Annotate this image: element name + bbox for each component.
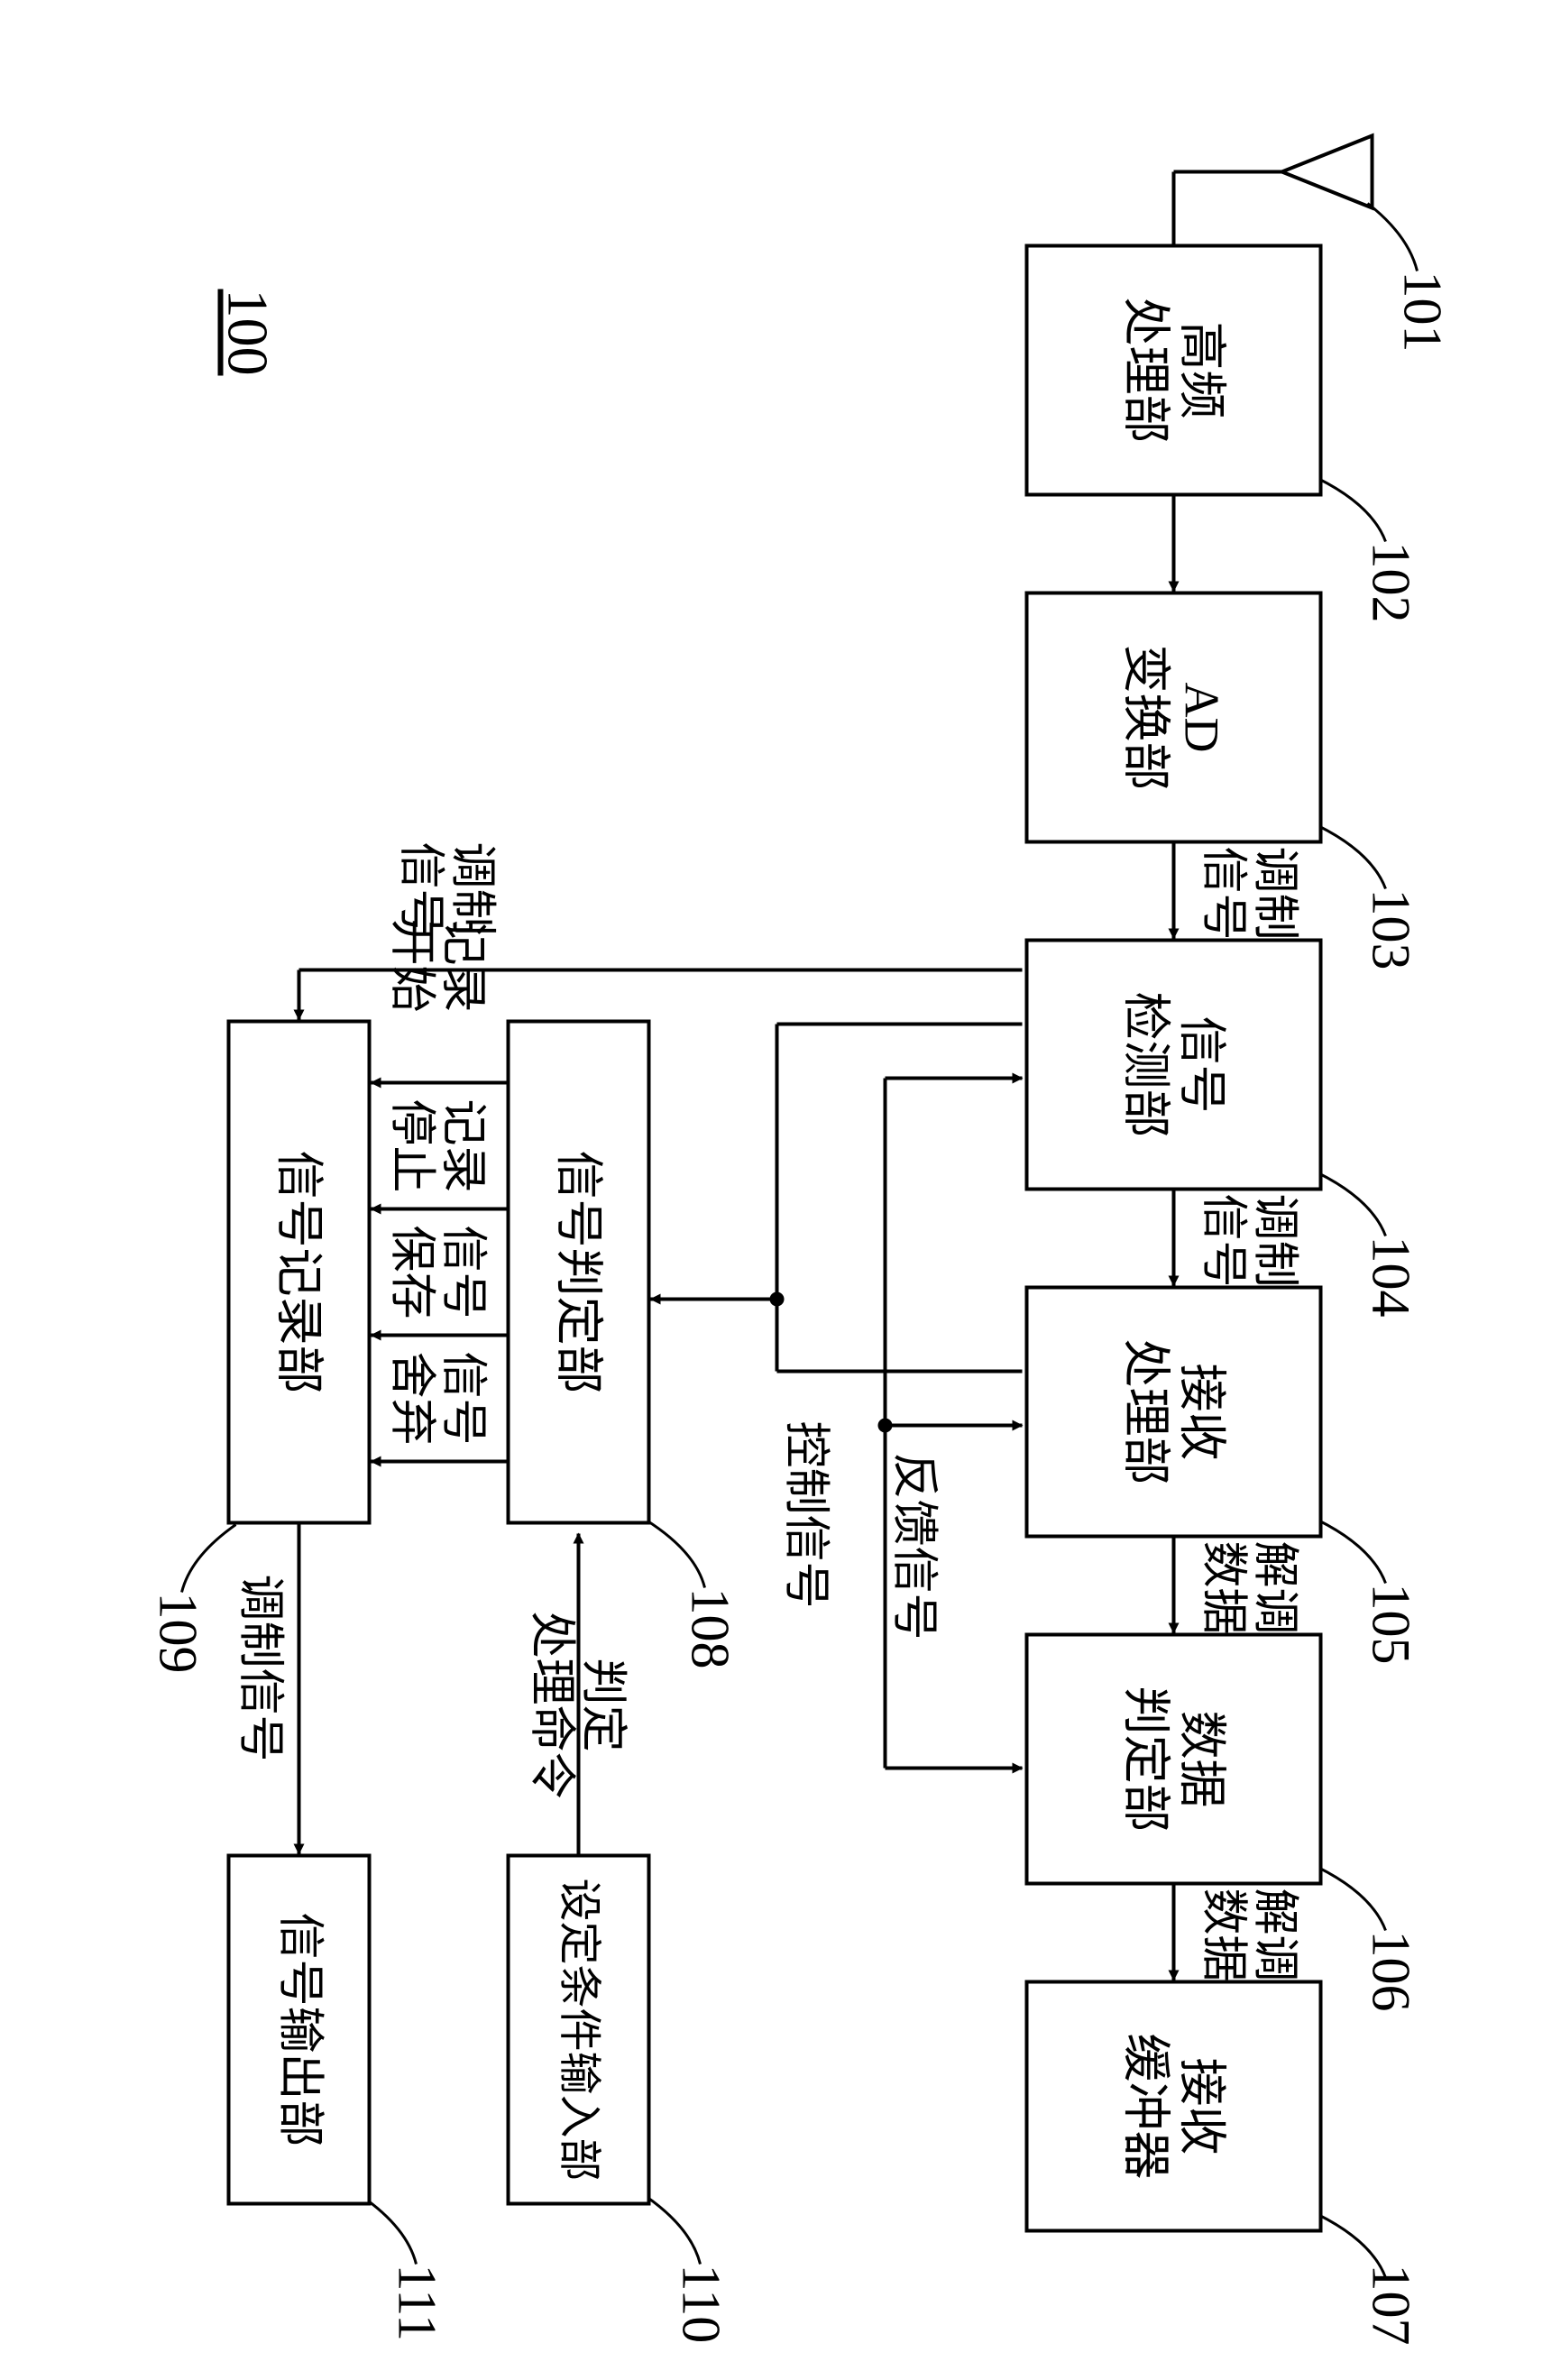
ref-104: 104	[1359, 1236, 1421, 1317]
block-105-label: 接收处理部	[1117, 1338, 1229, 1484]
block-111-label: 信号输出部	[271, 1912, 326, 2146]
ref-111: 111	[385, 2264, 447, 2341]
block-109-label: 信号记录部	[271, 1150, 326, 1393]
block-102-label: 高频处理部	[1117, 297, 1229, 443]
block-103: AD变换部	[1024, 591, 1322, 843]
block-102: 高频处理部	[1024, 244, 1322, 496]
edge-106-107: 解调数据	[1197, 1885, 1299, 1984]
ref-105: 105	[1359, 1583, 1421, 1664]
block-108-label: 信号判定部	[550, 1150, 606, 1393]
diagram-canvas: 高频处理部 AD变换部 信号检测部 接收处理部 数据判定部 接收缓冲器 信号判定…	[0, 0, 1561, 2380]
block-103-label: AD变换部	[1117, 644, 1229, 790]
edge-109-111: 调制信号	[234, 1574, 285, 1761]
ref-110: 110	[669, 2264, 731, 2343]
block-104: 信号检测部	[1024, 938, 1322, 1190]
system-ref: 100	[214, 289, 280, 375]
block-111: 信号输出部	[226, 1853, 371, 2205]
edge-feedback: 反馈信号	[887, 1452, 939, 1640]
cmd-save: 信号保存	[385, 1218, 488, 1326]
cmd-start: 记录开始	[385, 911, 488, 1019]
block-110-label: 设定条件输入部	[553, 1878, 602, 2181]
block-108: 信号判定部	[506, 1019, 650, 1524]
edge-110-108: 判定处理命令	[525, 1569, 628, 1840]
block-105: 接收处理部	[1024, 1285, 1322, 1538]
ref-109: 109	[146, 1592, 208, 1673]
block-106-label: 数据判定部	[1117, 1686, 1229, 1832]
edge-103-104: 调制信号	[1197, 843, 1299, 942]
block-104-label: 信号检测部	[1117, 991, 1229, 1137]
edge-105-106: 解调数据	[1197, 1538, 1299, 1637]
edge-control: 控制信号	[779, 1420, 831, 1608]
block-109: 信号记录部	[226, 1019, 371, 1524]
ref-102: 102	[1359, 541, 1421, 622]
ref-103: 103	[1359, 888, 1421, 969]
cmd-stop: 记录停止	[385, 1091, 488, 1199]
cmd-drop: 信号舍弃	[385, 1344, 488, 1452]
ref-108: 108	[678, 1587, 740, 1668]
block-107: 接收缓冲器	[1024, 1980, 1322, 2232]
block-106: 数据判定部	[1024, 1632, 1322, 1885]
ref-107: 107	[1359, 2264, 1421, 2345]
block-107-label: 接收缓冲器	[1117, 2033, 1229, 2179]
block-110: 设定条件输入部	[506, 1853, 650, 2205]
ref-101: 101	[1391, 271, 1453, 352]
edge-104-105: 调制信号	[1197, 1190, 1299, 1290]
ref-106: 106	[1359, 1930, 1421, 2011]
